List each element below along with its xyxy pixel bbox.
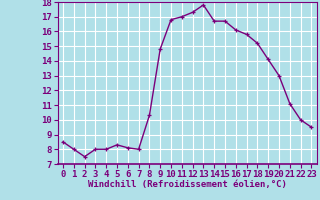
X-axis label: Windchill (Refroidissement éolien,°C): Windchill (Refroidissement éolien,°C)	[88, 180, 287, 189]
